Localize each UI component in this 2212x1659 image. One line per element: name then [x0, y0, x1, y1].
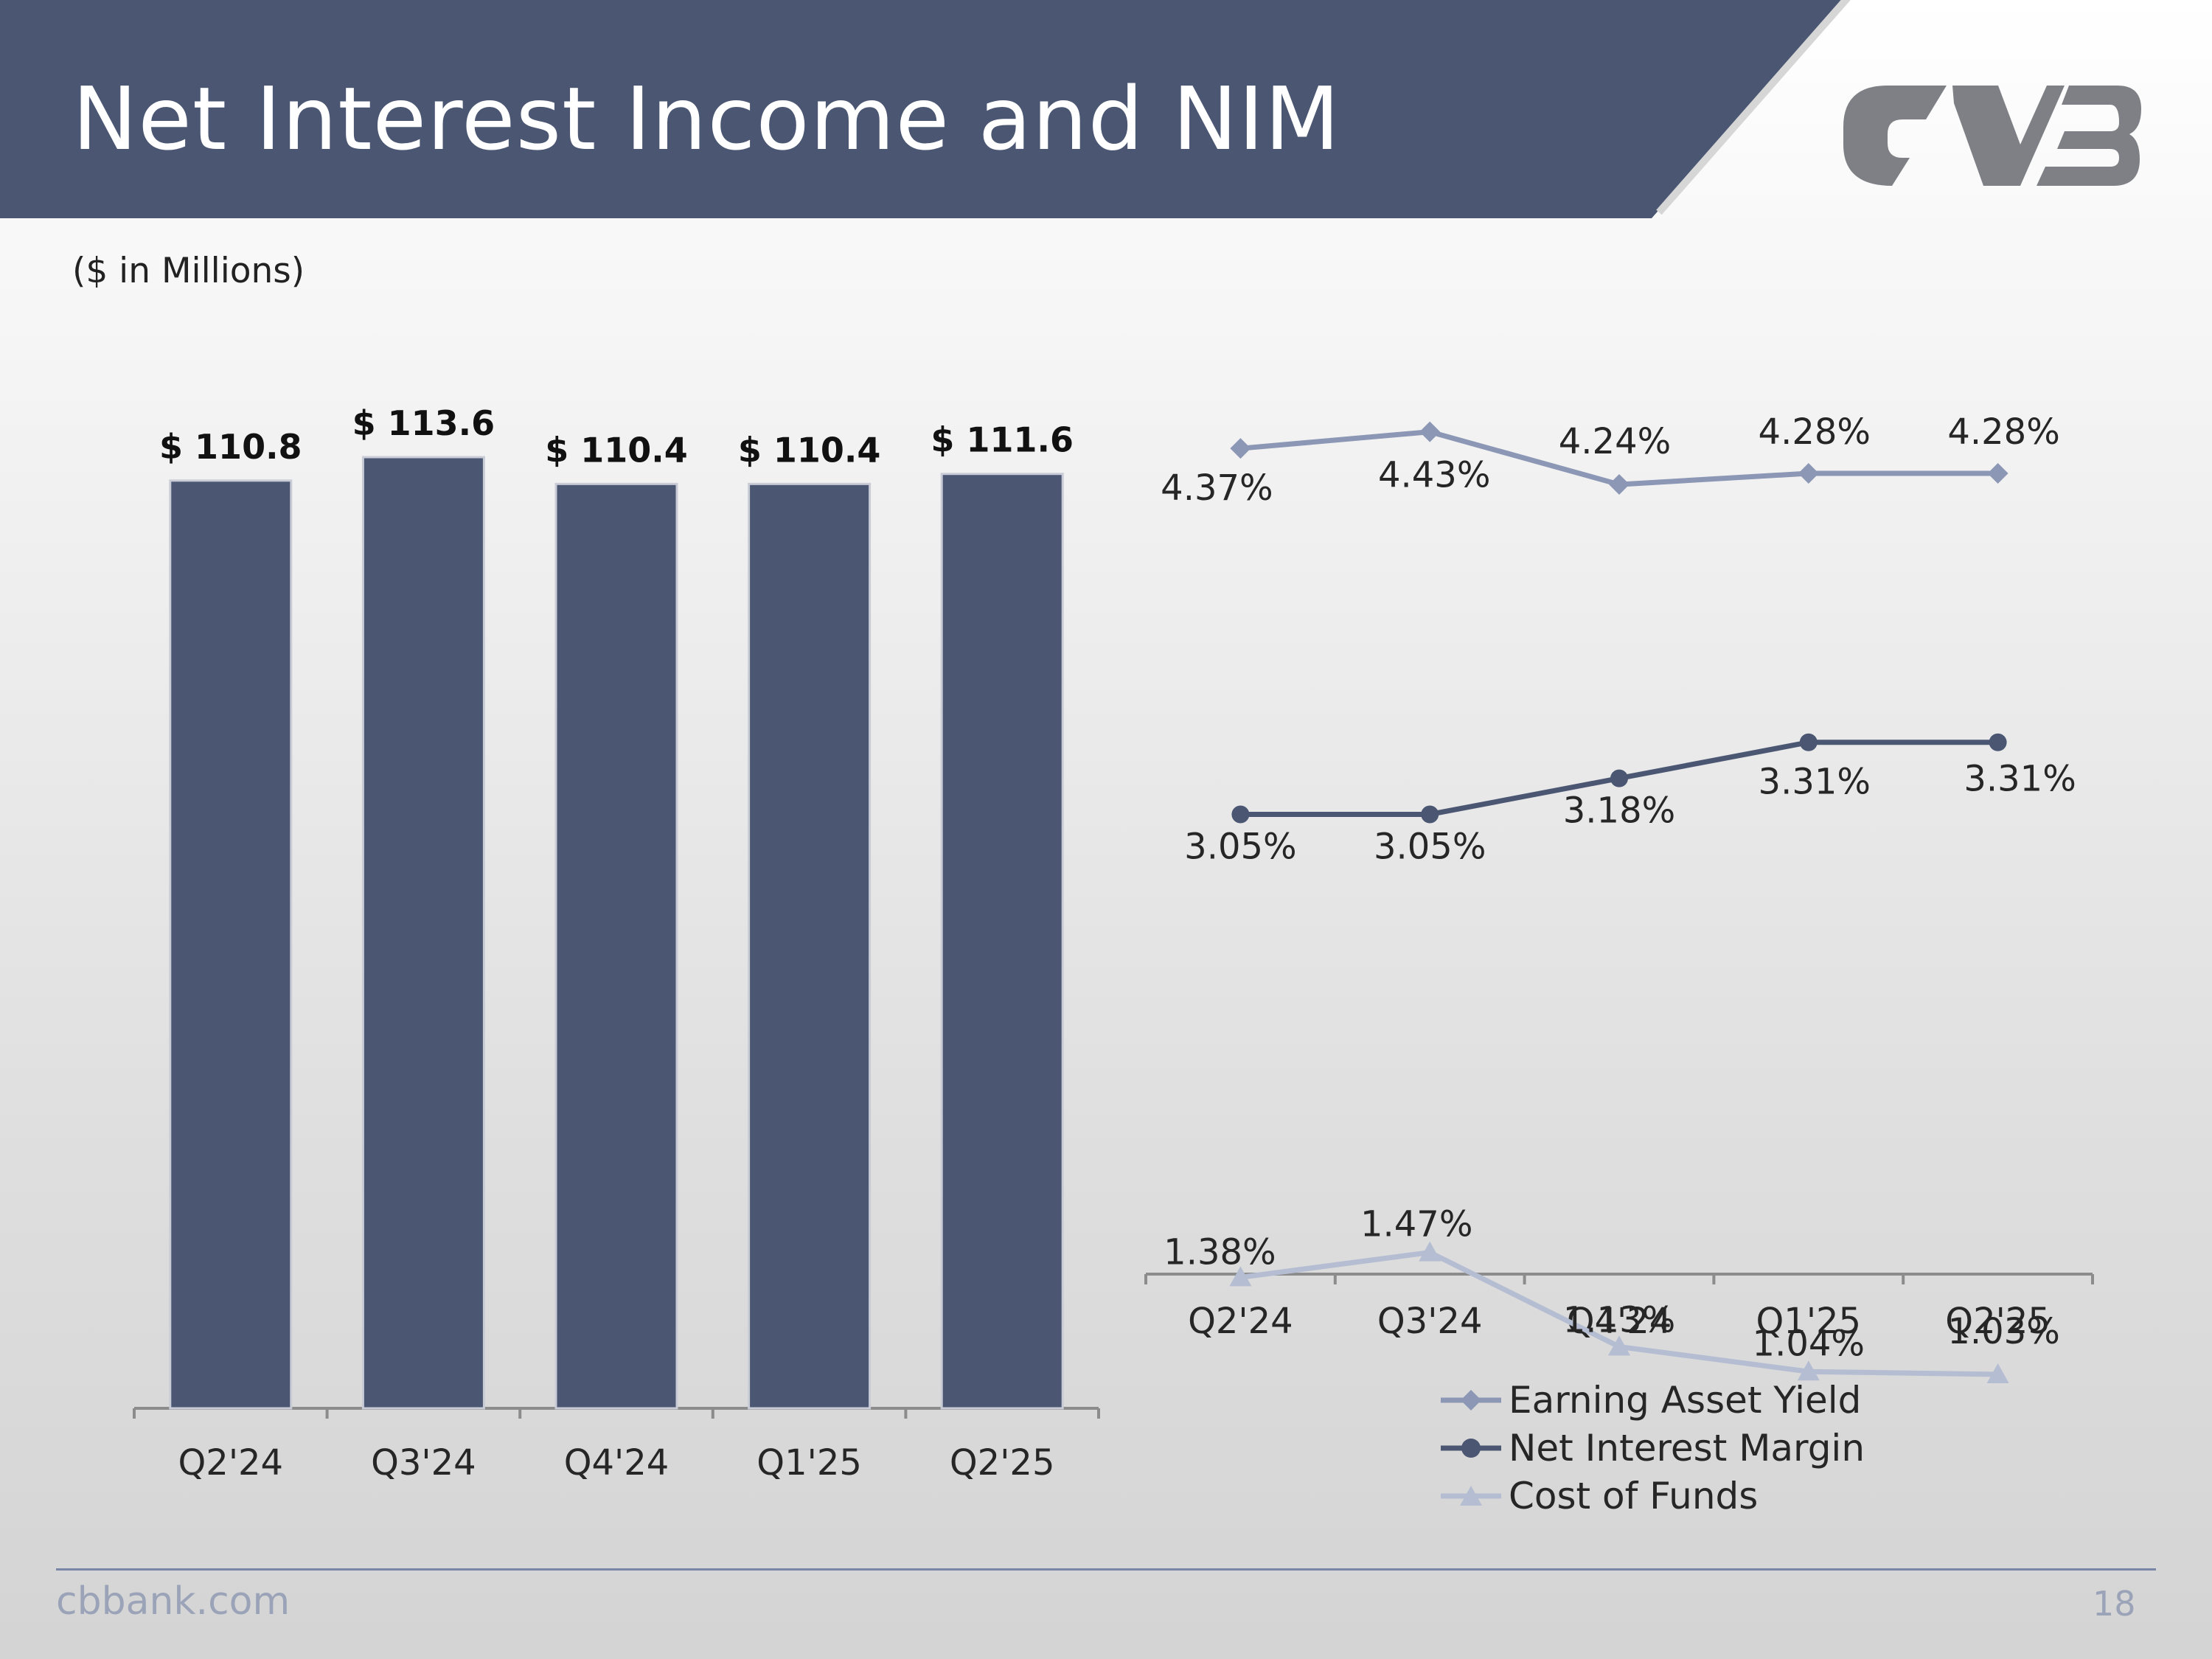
- bar-x-tick-label: Q4'24: [564, 1442, 669, 1484]
- legend-item-net-interest-margin: Net Interest Margin: [1438, 1424, 1865, 1472]
- bar-Q2'24: [169, 479, 293, 1410]
- line-x-tick-label: Q4'24: [1567, 1301, 1672, 1342]
- bar-x-tick-label: Q2'24: [178, 1442, 284, 1484]
- circle-marker: [1799, 733, 1818, 751]
- bar-data-label: $ 111.6: [931, 420, 1074, 460]
- header-band: [0, 0, 2141, 218]
- bar-x-tick-label: Q3'24: [371, 1442, 476, 1484]
- circle-marker: [1610, 769, 1628, 787]
- line-x-tick-label: Q3'24: [1377, 1301, 1483, 1342]
- point-label: 1.13%: [1563, 1299, 1675, 1340]
- diamond-marker: [1230, 438, 1251, 459]
- page-number: 18: [2093, 1584, 2136, 1624]
- header-background: [0, 0, 1843, 218]
- circle-marker: [1989, 733, 2007, 751]
- legend-label: Cost of Funds: [1509, 1474, 1759, 1517]
- line-x-tick-label: Q2'25: [1945, 1301, 2051, 1342]
- point-label: 4.24%: [1559, 421, 1671, 462]
- bar-data-label: $ 110.4: [738, 430, 881, 470]
- footer-url: cbbank.com: [56, 1579, 291, 1624]
- triangle-marker-icon: [1441, 1485, 1501, 1506]
- bar-Q1'25: [748, 482, 872, 1410]
- legend-label: Earning Asset Yield: [1509, 1378, 1862, 1422]
- line-chart-legend: Earning Asset Yield Net Interest Margin …: [1438, 1376, 1865, 1520]
- triangle-marker: [1986, 1363, 2009, 1384]
- logo-b-main: [2037, 86, 2141, 186]
- point-label: 1.38%: [1164, 1231, 1276, 1273]
- diamond-marker-icon: [1441, 1389, 1501, 1411]
- triangle-marker: [1608, 1335, 1630, 1356]
- triangle-marker: [1797, 1360, 1820, 1381]
- bar-data-label: $ 110.8: [159, 427, 302, 467]
- bar-Q2'25: [940, 473, 1064, 1410]
- point-label: 1.47%: [1360, 1204, 1472, 1245]
- diamond-marker: [1798, 463, 1819, 484]
- legend-item-earning-asset-yield: Earning Asset Yield: [1438, 1376, 1865, 1424]
- triangle-marker: [1229, 1266, 1252, 1287]
- triangle-marker: [1419, 1241, 1441, 1262]
- units-note: ($ in Millions): [72, 251, 305, 291]
- legend-item-cost-of-funds: Cost of Funds: [1438, 1472, 1865, 1520]
- bar-Q3'24: [361, 456, 485, 1410]
- point-label: 3.18%: [1563, 790, 1675, 832]
- header-edge-shadow: [1656, 0, 1851, 215]
- diamond-marker: [1609, 474, 1630, 495]
- legend-label: Net Interest Margin: [1509, 1426, 1865, 1470]
- bar-x-tick-label: Q2'25: [950, 1442, 1055, 1484]
- diamond-marker: [1419, 421, 1441, 442]
- point-label: 4.28%: [1947, 411, 2059, 453]
- circle-marker-icon: [1441, 1438, 1501, 1458]
- point-label: 4.43%: [1378, 455, 1490, 496]
- line-x-tick-label: Q1'25: [1756, 1301, 1862, 1342]
- point-label: 3.31%: [1759, 762, 1871, 803]
- bar-data-label: $ 110.4: [545, 430, 688, 470]
- circle-marker: [1421, 805, 1439, 824]
- point-label: 1.03%: [1947, 1311, 2059, 1352]
- point-label: 1.04%: [1753, 1323, 1865, 1364]
- footer-divider: [56, 1568, 2156, 1571]
- point-label: 3.05%: [1184, 827, 1296, 868]
- page-title: Net Interest Income and NIM: [72, 68, 1340, 170]
- point-label: 4.28%: [1759, 411, 1871, 453]
- diamond-marker: [1987, 463, 2008, 484]
- point-label: 4.37%: [1161, 467, 1273, 509]
- point-label: 3.31%: [1964, 759, 2076, 800]
- bar-Q4'24: [554, 482, 678, 1410]
- point-label: 3.05%: [1374, 827, 1486, 868]
- line-x-tick-label: Q2'24: [1188, 1301, 1293, 1342]
- bar-x-tick-label: Q1'25: [757, 1442, 862, 1484]
- company-logo: [1843, 86, 2065, 186]
- bar-data-label: $ 113.6: [352, 403, 495, 443]
- circle-marker: [1231, 805, 1250, 824]
